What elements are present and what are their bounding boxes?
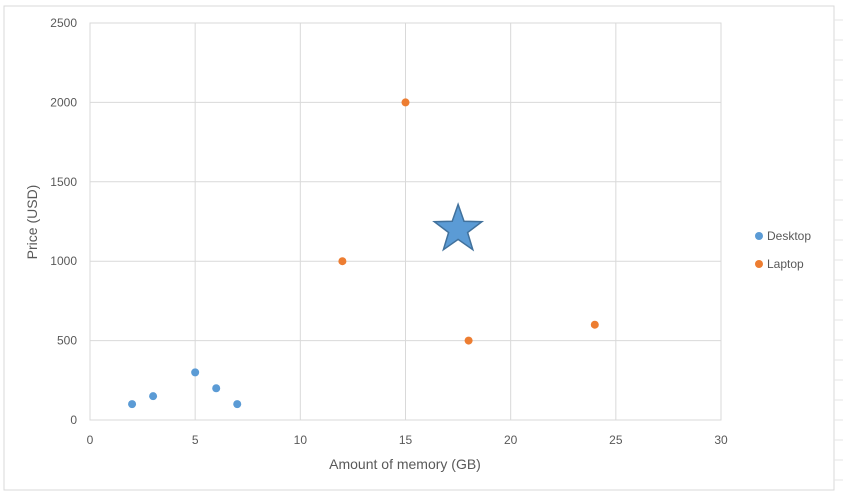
legend-desktop-marker bbox=[755, 232, 763, 240]
desktop-point bbox=[128, 400, 137, 409]
star-icon bbox=[432, 202, 485, 252]
x-tick-label: 15 bbox=[399, 433, 413, 447]
x-tick-label: 5 bbox=[192, 433, 199, 447]
legend-laptop-label: Laptop bbox=[767, 257, 804, 271]
y-tick-label: 2000 bbox=[50, 95, 77, 109]
x-axis-ticks: 0 5 10 15 20 25 30 bbox=[87, 433, 728, 447]
desktop-point bbox=[212, 384, 221, 393]
desktop-point bbox=[149, 392, 158, 401]
x-tick-label: 10 bbox=[294, 433, 308, 447]
y-tick-label: 1500 bbox=[50, 175, 77, 189]
y-tick-label: 1000 bbox=[50, 254, 77, 268]
laptop-point bbox=[464, 336, 473, 345]
y-tick-label: 0 bbox=[70, 413, 77, 427]
x-tick-label: 30 bbox=[714, 433, 728, 447]
legend-desktop-label: Desktop bbox=[767, 229, 811, 243]
x-tick-label: 25 bbox=[609, 433, 623, 447]
desktop-point bbox=[191, 368, 200, 377]
x-tick-label: 20 bbox=[504, 433, 518, 447]
y-tick-label: 500 bbox=[57, 334, 77, 348]
sheet-row-lines bbox=[834, 19, 843, 481]
data-points bbox=[128, 98, 599, 409]
desktop-point bbox=[233, 400, 242, 409]
y-axis-label: Price (USD) bbox=[24, 185, 40, 260]
y-tick-label: 2500 bbox=[50, 16, 77, 30]
legend[interactable]: Desktop Laptop bbox=[755, 229, 811, 271]
x-axis-label: Amount of memory (GB) bbox=[329, 456, 481, 472]
laptop-point bbox=[590, 320, 599, 329]
legend-laptop-marker bbox=[755, 260, 763, 268]
x-tick-label: 0 bbox=[87, 433, 94, 447]
y-axis-ticks: 0 500 1000 1500 2000 2500 bbox=[50, 16, 77, 427]
laptop-point bbox=[401, 98, 410, 107]
chart-area[interactable] bbox=[3, 5, 835, 491]
plot-area bbox=[89, 22, 722, 421]
laptop-point bbox=[338, 257, 347, 266]
annotations bbox=[432, 202, 485, 252]
